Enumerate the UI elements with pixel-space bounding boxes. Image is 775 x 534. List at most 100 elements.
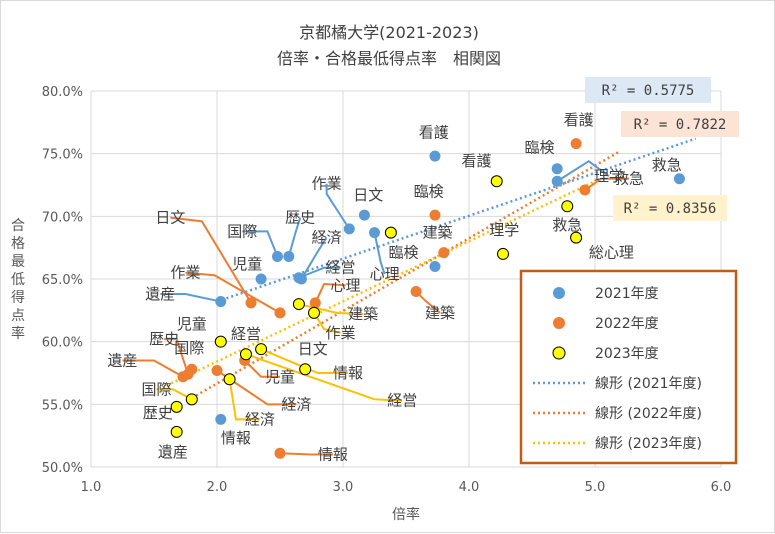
chart-title: 京都橘大学(2021-2023) [299, 23, 479, 42]
x-tick-label: 3.0 [333, 480, 354, 495]
data-label: 建築 [425, 304, 455, 322]
legend-entry: 線形 (2023年度) [595, 436, 702, 452]
data-point [182, 368, 194, 380]
r-squared-box [613, 195, 727, 221]
data-label: 国際 [142, 380, 172, 398]
leader-line [260, 348, 349, 374]
x-axis-title: 倍率 [392, 506, 420, 523]
y-tick-label: 65.0% [42, 273, 83, 288]
data-point [673, 173, 685, 185]
data-point [299, 363, 312, 376]
data-point [211, 364, 223, 376]
data-label: 経済 [245, 410, 275, 428]
r-squared-label: R² = 0.8356 [624, 201, 717, 217]
data-label: 臨検 [525, 138, 555, 156]
y-tick-label: 75.0% [42, 148, 83, 163]
r-squared-labels: R² = 0.5775 R² = 0.7822 R² = 0.8356 [585, 77, 739, 221]
legend-box [519, 269, 738, 465]
data-label: 作業 [312, 175, 342, 193]
leader-line [584, 177, 630, 191]
data-point [429, 209, 441, 221]
legend-marker [553, 317, 565, 329]
data-label: 総心理 [589, 244, 634, 262]
data-label: 児童 [232, 255, 262, 273]
data-label: 児童 [265, 368, 295, 386]
y-axis-title-char: 点 [11, 308, 25, 324]
data-point [309, 297, 321, 309]
y-axis-title-char: 格 [11, 236, 25, 252]
data-label: 情報 [221, 429, 251, 447]
r-squared-label: R² = 0.5775 [602, 83, 695, 99]
data-label: 情報 [318, 445, 348, 463]
leader-line [122, 359, 184, 378]
legend-entry: 2023年度 [595, 346, 659, 362]
leader-line [245, 353, 403, 402]
data-label: 作業 [170, 264, 200, 282]
y-tick-label: 70.0% [42, 210, 83, 225]
r-squared-box [621, 111, 739, 137]
leader-line [279, 452, 333, 456]
data-label: 救急 [614, 170, 644, 188]
y-axis-title-char: 率 [11, 325, 25, 342]
leader-line [287, 217, 302, 257]
data-point [255, 343, 268, 356]
leader-line [300, 237, 328, 280]
data-point [245, 297, 257, 309]
data-point [274, 307, 286, 319]
leader-line [298, 303, 364, 316]
data-label: 経済 [281, 395, 311, 413]
data-label: 臨検 [388, 244, 418, 262]
data-point [570, 138, 582, 150]
y-axis-title-char: 合 [11, 218, 25, 234]
data-label: 遺産 [158, 443, 188, 461]
leader-line [160, 293, 221, 303]
data-label: 心理 [331, 276, 361, 294]
leader-line [156, 388, 193, 401]
leader-lines [122, 159, 630, 456]
leader-line [170, 216, 252, 304]
y-tick-label: 55.0% [42, 398, 83, 413]
x-tick-label: 1.0 [81, 480, 102, 495]
data-point [293, 272, 305, 284]
data-points [170, 138, 685, 459]
y-axis-title: 合格最低得点率 [11, 218, 25, 342]
data-point [561, 200, 574, 213]
data-point [429, 260, 441, 272]
data-label: 遺産 [107, 351, 137, 369]
leader-line [298, 266, 341, 279]
data-point [185, 393, 198, 406]
data-label: 経営 [325, 259, 355, 277]
tick-labels: 1.0 2.0 3.0 4.0 5.0 6.0 50.0% 55.0% 60.0% 65.0% 70… [42, 85, 732, 495]
data-point [429, 150, 441, 162]
data-label: 理学 [594, 167, 624, 185]
data-point [551, 163, 563, 175]
data-point [239, 348, 252, 361]
data-point [170, 400, 183, 413]
data-label: 理学 [489, 221, 519, 239]
data-point [215, 296, 227, 308]
data-point [255, 273, 267, 285]
x-tick-label: 4.0 [459, 480, 480, 495]
data-point [170, 425, 183, 438]
data-point [283, 250, 295, 262]
data-label: 看護 [564, 111, 594, 129]
data-point [410, 286, 422, 298]
data-label: 救急 [552, 216, 582, 234]
legend-entry: 2022年度 [595, 316, 659, 332]
data-label: 経営 [387, 392, 417, 410]
r-squared-label: R² = 0.7822 [634, 117, 727, 133]
data-point [570, 231, 583, 244]
data-label: 看護 [462, 152, 492, 170]
leader-line [244, 359, 280, 378]
legend-entry: 線形 (2021年度) [595, 376, 702, 392]
trendlines [166, 137, 697, 400]
leader-line [313, 312, 341, 334]
data-label: 看護 [419, 123, 449, 141]
data-point [308, 306, 321, 319]
y-tick-label: 80.0% [42, 85, 83, 100]
chart-subtitle: 倍率・合格最低得点率 相関図 [277, 49, 501, 68]
data-label: 日文 [353, 186, 383, 204]
legend-entry: 線形 (2022年度) [595, 406, 702, 422]
